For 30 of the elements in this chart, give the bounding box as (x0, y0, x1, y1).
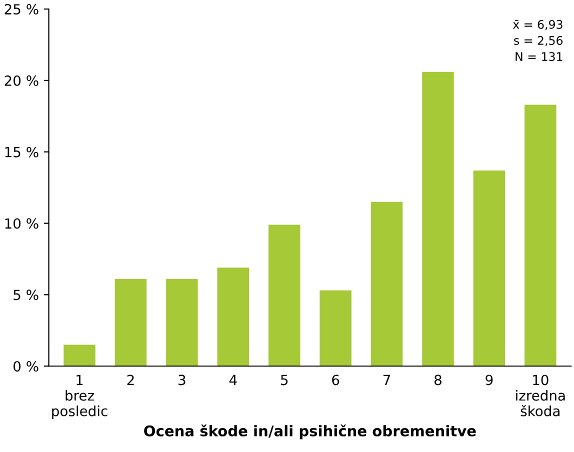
x-tick-label: 7 (383, 374, 390, 386)
bar (320, 290, 352, 366)
annotation: x̄ = 6,93 (512, 20, 562, 30)
y-tick-label: 5 % (14, 290, 38, 300)
x-tick-label: 8 (434, 374, 442, 386)
bar (217, 268, 250, 366)
y-tick-label: 25 % (4, 4, 38, 15)
bar (422, 72, 454, 366)
x-tick-label: 6 (332, 374, 340, 386)
bar (524, 104, 556, 366)
x-tick-label: 9 (486, 374, 493, 386)
bar (473, 170, 506, 366)
bar (370, 202, 403, 366)
y-tick-label: 15 % (5, 146, 38, 158)
x-tick-label: 5 (281, 374, 288, 386)
x-tick-label: 2 (127, 374, 134, 386)
y-tick-label: 10 % (5, 218, 38, 229)
bar (64, 344, 96, 366)
x-tick-label: 3 (178, 374, 186, 386)
x-tick-label: 10 izredna škoda (516, 374, 565, 416)
annotation: N = 131 (516, 52, 562, 62)
y-tick-label: 20 % (4, 75, 38, 86)
bar (268, 224, 300, 366)
x-tick-label: 4 (229, 374, 237, 386)
bar (114, 278, 147, 366)
x-tick-label: 1 brez posledic (52, 374, 108, 419)
annotation: s = 2,56 (514, 36, 563, 46)
bar (166, 278, 198, 366)
y-tick-label: 0 % (14, 361, 38, 372)
x-axis-title: Ocena škode in/ali psihične obremenitve (144, 424, 476, 440)
